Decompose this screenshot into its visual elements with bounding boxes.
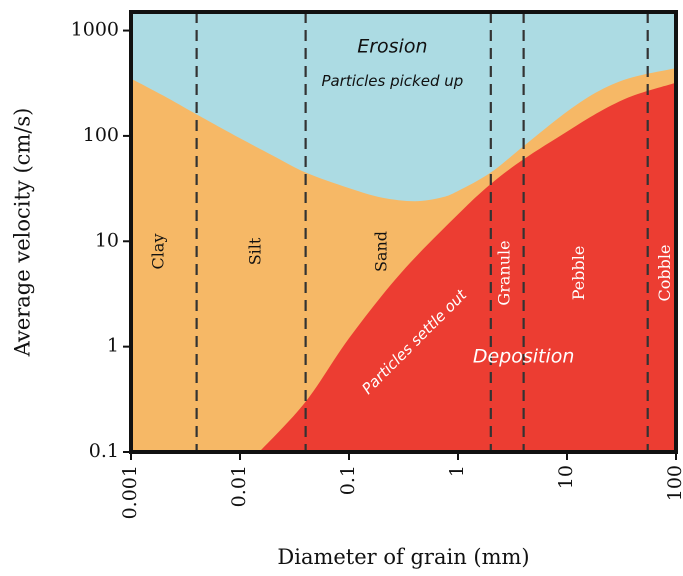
zone-label-granule: Granule: [494, 240, 513, 305]
y-tick-label: 100: [83, 124, 119, 146]
x-axis-title: Diameter of grain (mm): [277, 545, 529, 569]
x-tick-label: 10: [555, 465, 577, 489]
grain-size-labels: Clay Silt Sand Granule Pebble Cobble: [148, 231, 674, 306]
x-tick-label: 0.01: [228, 465, 250, 507]
x-tick-label: 100: [664, 465, 683, 501]
y-axis-title: Average velocity (cm/s): [11, 108, 35, 358]
grain-size-dividers: [195, 12, 649, 452]
zone-label-clay: Clay: [148, 234, 167, 270]
x-tick-label: 0.1: [337, 465, 359, 495]
y-tick-label: 0.1: [89, 440, 119, 462]
y-tick-label: 10: [95, 229, 119, 251]
annotation-deposition: Deposition: [473, 345, 575, 367]
zone-label-sand: Sand: [371, 231, 390, 272]
y-tick-label: 1000: [71, 19, 119, 41]
zone-label-cobble: Cobble: [655, 244, 674, 301]
y-tick-label: 1: [107, 335, 119, 357]
zone-label-silt: Silt: [245, 237, 264, 265]
chart-regions: [131, 12, 676, 452]
x-axis-ticks: 0.001 0.01 0.1 1 10 100: [119, 452, 683, 519]
annotation-erosion: Erosion: [357, 35, 427, 57]
plot-frame: [129, 10, 678, 454]
zone-label-pebble: Pebble: [569, 246, 588, 301]
y-axis-ticks: 0.1 1 10 100 1000: [71, 19, 131, 462]
x-tick-label: 0.001: [119, 465, 141, 519]
annotation-particles-picked-up: Particles picked up: [321, 72, 463, 90]
x-tick-label: 1: [446, 465, 468, 477]
deposition-region: [259, 82, 676, 452]
